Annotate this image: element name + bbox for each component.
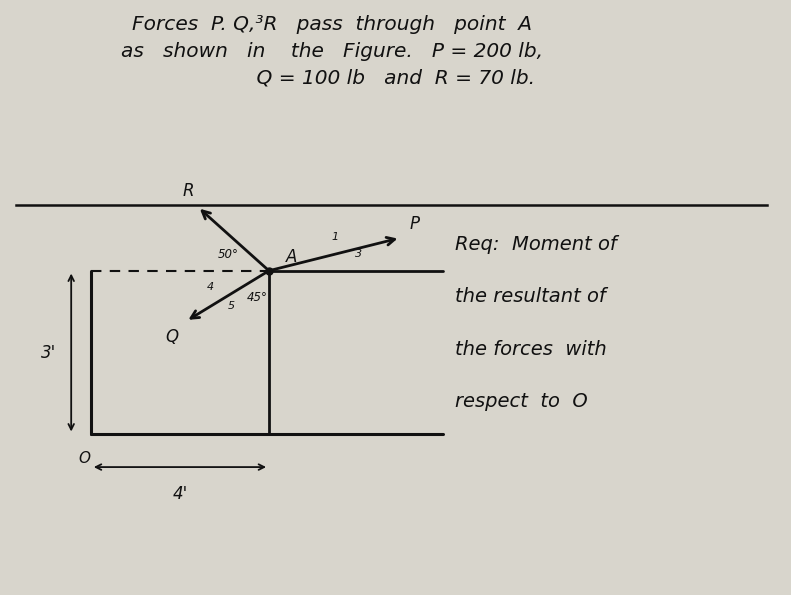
Text: 5: 5 bbox=[228, 301, 235, 311]
Text: as   shown   in    the   Figure.   P = 200 lb,: as shown in the Figure. P = 200 lb, bbox=[121, 42, 543, 61]
Text: respect  to  O: respect to O bbox=[455, 392, 588, 411]
Text: the forces  with: the forces with bbox=[455, 340, 607, 359]
Text: A: A bbox=[286, 248, 297, 266]
Text: 1: 1 bbox=[331, 231, 339, 242]
Text: 3: 3 bbox=[355, 249, 362, 259]
Text: Forces  P. Q,³R   pass  through   point  A: Forces P. Q,³R pass through point A bbox=[132, 15, 532, 34]
Text: 50°: 50° bbox=[218, 248, 238, 261]
Text: Req:  Moment of: Req: Moment of bbox=[455, 235, 616, 254]
Text: Q: Q bbox=[165, 328, 178, 346]
Text: 3': 3' bbox=[41, 343, 57, 362]
Text: 4': 4' bbox=[172, 485, 187, 503]
Text: 4: 4 bbox=[206, 282, 214, 292]
Text: O: O bbox=[78, 451, 91, 466]
Text: P: P bbox=[410, 215, 420, 233]
Text: 45°: 45° bbox=[247, 291, 267, 304]
Text: Q = 100 lb   and  R = 70 lb.: Q = 100 lb and R = 70 lb. bbox=[129, 68, 536, 87]
Text: the resultant of: the resultant of bbox=[455, 287, 606, 306]
Text: R: R bbox=[182, 182, 194, 200]
